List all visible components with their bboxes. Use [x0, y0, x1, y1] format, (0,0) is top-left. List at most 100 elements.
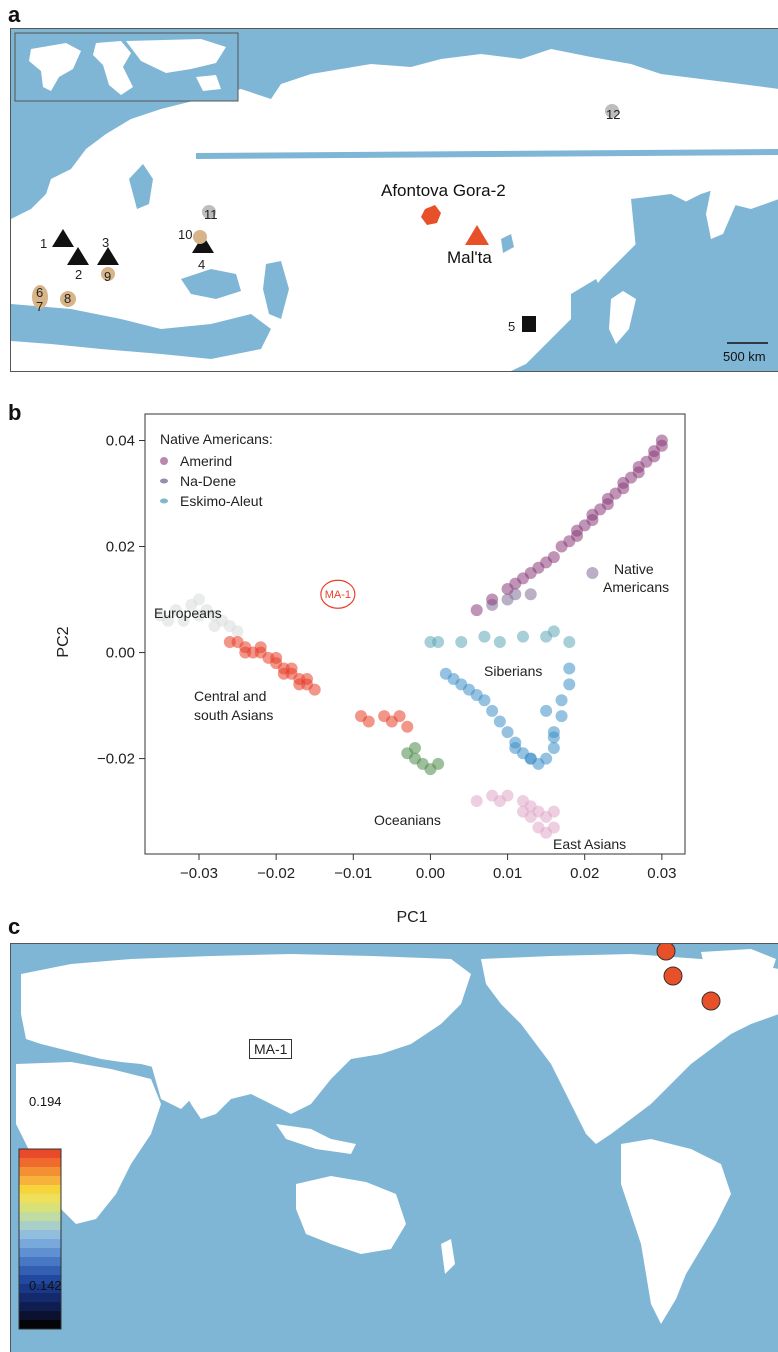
pca-point-eskimo-aleut-4	[493, 635, 506, 648]
pca-point-central-and-south-asians-21	[393, 710, 406, 723]
pca-point-europeans-11	[208, 620, 221, 633]
color-scale-step-8	[19, 1221, 61, 1230]
legend-label-eskimo-aleut: Eskimo-Aleut	[180, 493, 263, 509]
pca-point-east-asians-9	[517, 805, 529, 818]
color-scale-step-13	[19, 1266, 61, 1275]
pca-point-amerind-25	[571, 529, 583, 542]
caspian-sea	[263, 261, 289, 319]
site-marker-2	[67, 247, 89, 265]
x-tick-label-4: 0.01	[493, 865, 522, 882]
new-zealand-land	[441, 1239, 455, 1274]
pca-point-siberians-6	[501, 726, 514, 739]
pca-point-central-and-south-asians-18	[293, 678, 306, 691]
site-number-9: 9	[104, 269, 112, 284]
color-scale-step-12	[19, 1257, 61, 1266]
pca-point-siberians-14	[555, 710, 568, 723]
site-marker-4	[192, 235, 214, 253]
x-tick-label-5: 0.02	[570, 865, 599, 882]
pca-point-central-and-south-asians-17	[277, 667, 290, 680]
site-number-1: 1	[40, 236, 48, 251]
pca-point-east-asians-13	[470, 794, 483, 807]
pca-point-amerind-27	[540, 556, 553, 569]
affinity-point-81	[656, 944, 676, 961]
pca-point-eskimo-aleut-7	[547, 625, 560, 638]
pca-point-central-and-south-asians-13	[270, 651, 283, 664]
color-scale-step-11	[19, 1248, 61, 1257]
pca-point-siberians-19	[540, 704, 553, 717]
site-marker-8	[60, 291, 76, 307]
site-marker-1	[52, 229, 74, 247]
pca-point-europeans-10	[162, 614, 175, 627]
pca-point-siberians-23	[524, 752, 537, 765]
baikal-lake	[501, 234, 514, 253]
pca-point-east-asians-12	[486, 789, 499, 802]
color-scale-step-15	[19, 1284, 61, 1293]
pca-point-central-and-south-asians-16	[239, 646, 252, 659]
color-scale-max: 0.194	[29, 1094, 62, 1109]
site-marker-11	[202, 205, 216, 219]
pca-points	[154, 434, 668, 839]
eurasia-land-c	[21, 954, 471, 1119]
color-scale-step-17	[19, 1302, 61, 1311]
ma1-map-label: MA-1	[249, 1039, 293, 1059]
pca-point-oceanians-5	[432, 757, 445, 770]
site-number-5: 5	[508, 319, 516, 334]
site-number-11: 11	[204, 207, 218, 222]
ma1-label: MA-1	[325, 589, 351, 601]
pca-point-amerind-29	[509, 577, 522, 590]
affinity-point-82	[663, 966, 683, 986]
affinity-points	[656, 944, 721, 1011]
y-tick-label-0: 0.04	[106, 433, 135, 450]
pca-point-siberians-18	[547, 731, 560, 744]
color-scale-step-4	[19, 1185, 61, 1194]
japan-land	[609, 291, 636, 344]
pca-point-siberians-12	[547, 741, 560, 754]
color-scale-step-19	[19, 1320, 61, 1329]
legend-marker-eskimo-aleut	[160, 498, 168, 504]
color-scale-step-2	[19, 1167, 61, 1176]
pca-point-na-dene-4	[586, 567, 599, 580]
pca-point-siberians-17	[563, 662, 576, 675]
color-scale-step-10	[19, 1239, 61, 1248]
pca-point-amerind-20	[648, 445, 661, 458]
eurasia-map-svg	[11, 29, 778, 371]
site-label-malta: Mal'ta	[447, 248, 492, 267]
greenland-land	[701, 949, 776, 1004]
group-label-native-1: Native	[614, 561, 654, 577]
pca-point-europeans-12	[231, 625, 244, 638]
pca-point-east-asians-10	[547, 821, 560, 834]
color-scale-step-1	[19, 1158, 61, 1167]
y-tick-label-3: −0.02	[97, 751, 135, 768]
panel-letter-a: a	[8, 2, 21, 27]
site-number-12: 12	[606, 107, 621, 122]
x-tick-label-1: −0.02	[257, 865, 295, 882]
pca-point-siberians-21	[470, 688, 483, 701]
legend-label-amerind: Amerind	[180, 453, 232, 469]
pca-point-siberians-4	[486, 704, 499, 717]
pca-point-amerind-19	[655, 434, 668, 447]
pca-point-amerind-0	[470, 604, 483, 617]
pca-point-oceanians-4	[409, 741, 421, 754]
ma1-outline	[320, 579, 356, 609]
site-number-3: 3	[102, 235, 110, 250]
site-number-2: 2	[75, 267, 83, 282]
group-label-oceanians: Oceanians	[374, 812, 441, 828]
pca-point-na-dene-3	[524, 588, 537, 601]
pca-point-eskimo-aleut-2	[455, 635, 468, 648]
site-marker-5	[522, 316, 536, 332]
x-axis-title: PC1	[396, 909, 427, 926]
color-scale-step-6	[19, 1203, 61, 1212]
group-label-europeans: Europeans	[154, 605, 222, 621]
world-affinity-map: MA-1 0.194 0.142	[10, 943, 778, 1352]
y-axis-title: PC2	[55, 626, 72, 657]
scale-bar-label: 500 km	[723, 349, 766, 364]
color-scale-step-9	[19, 1230, 61, 1239]
scandinavia-land	[101, 114, 161, 199]
world-map-svg	[11, 944, 778, 1352]
color-scale-border	[18, 1148, 62, 1330]
y-tick-label-2: 0.00	[106, 645, 135, 662]
color-scale-step-14	[19, 1275, 61, 1284]
pca-point-siberians-11	[540, 752, 553, 765]
legend-title: Native Americans:	[160, 431, 273, 447]
group-label-central-asians-2: south Asians	[194, 707, 273, 723]
